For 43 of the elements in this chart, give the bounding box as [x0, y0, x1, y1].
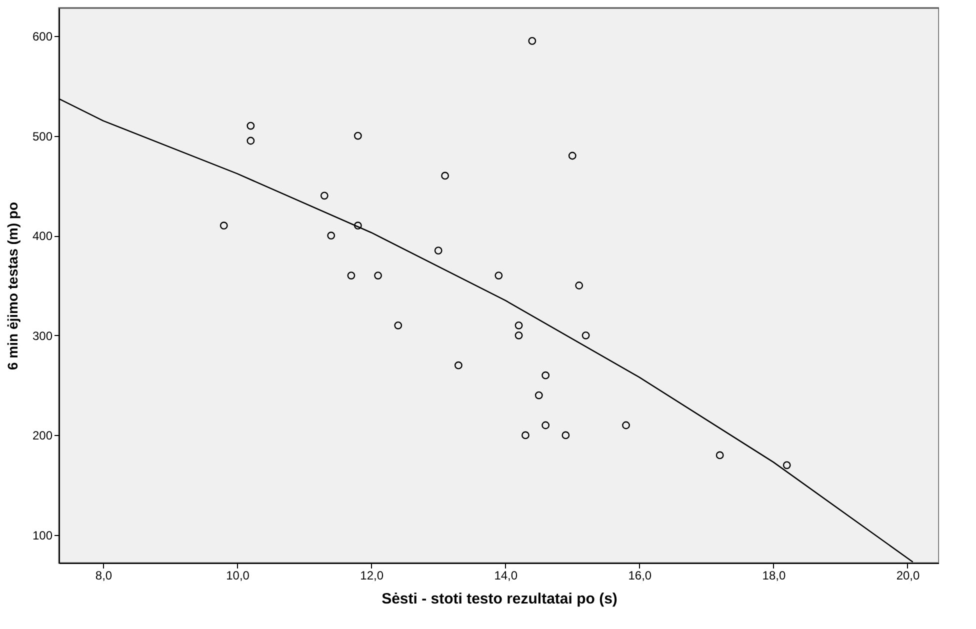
point [514, 321, 523, 330]
y-tick-label: 600 [32, 29, 53, 44]
x-tick-label: 18,0 [762, 568, 786, 582]
x-tick-label: 8,0 [95, 568, 112, 582]
x-tick-label: 20,0 [896, 568, 920, 582]
point [374, 272, 382, 280]
point [622, 421, 630, 430]
x-tick-label: 10,0 [226, 568, 250, 582]
point [347, 272, 356, 280]
x-tick-label: 14,0 [494, 568, 518, 582]
x-tick-label: 12,0 [360, 568, 384, 582]
point [542, 371, 550, 380]
point [434, 246, 442, 255]
point [441, 172, 449, 180]
point [568, 152, 576, 160]
point [220, 222, 228, 230]
point [534, 391, 543, 400]
point [522, 431, 530, 440]
y-tick-label: 100 [32, 528, 53, 543]
y-tick-label: 300 [32, 328, 53, 343]
point [528, 36, 536, 45]
x-tick-label: 16,0 [628, 568, 652, 582]
point [354, 222, 362, 230]
point [514, 331, 523, 340]
point [246, 122, 255, 130]
point [716, 451, 724, 460]
point [575, 282, 584, 290]
point [542, 421, 550, 430]
x-axis-title: Sėsti - stoti testo rezultatai po (s) [382, 590, 618, 608]
y-tick-label: 500 [32, 129, 53, 144]
point [246, 136, 255, 145]
point [494, 272, 503, 280]
point [354, 132, 362, 140]
y-tick-label: 400 [32, 229, 53, 244]
y-axis-title: 6 min ėjimo testas (m) po [4, 202, 20, 370]
point [562, 431, 570, 440]
point [394, 321, 402, 330]
y-tick-label: 200 [32, 428, 53, 443]
point [782, 461, 791, 470]
point [320, 192, 328, 200]
point [454, 361, 462, 370]
point [582, 331, 590, 340]
point [327, 232, 336, 240]
